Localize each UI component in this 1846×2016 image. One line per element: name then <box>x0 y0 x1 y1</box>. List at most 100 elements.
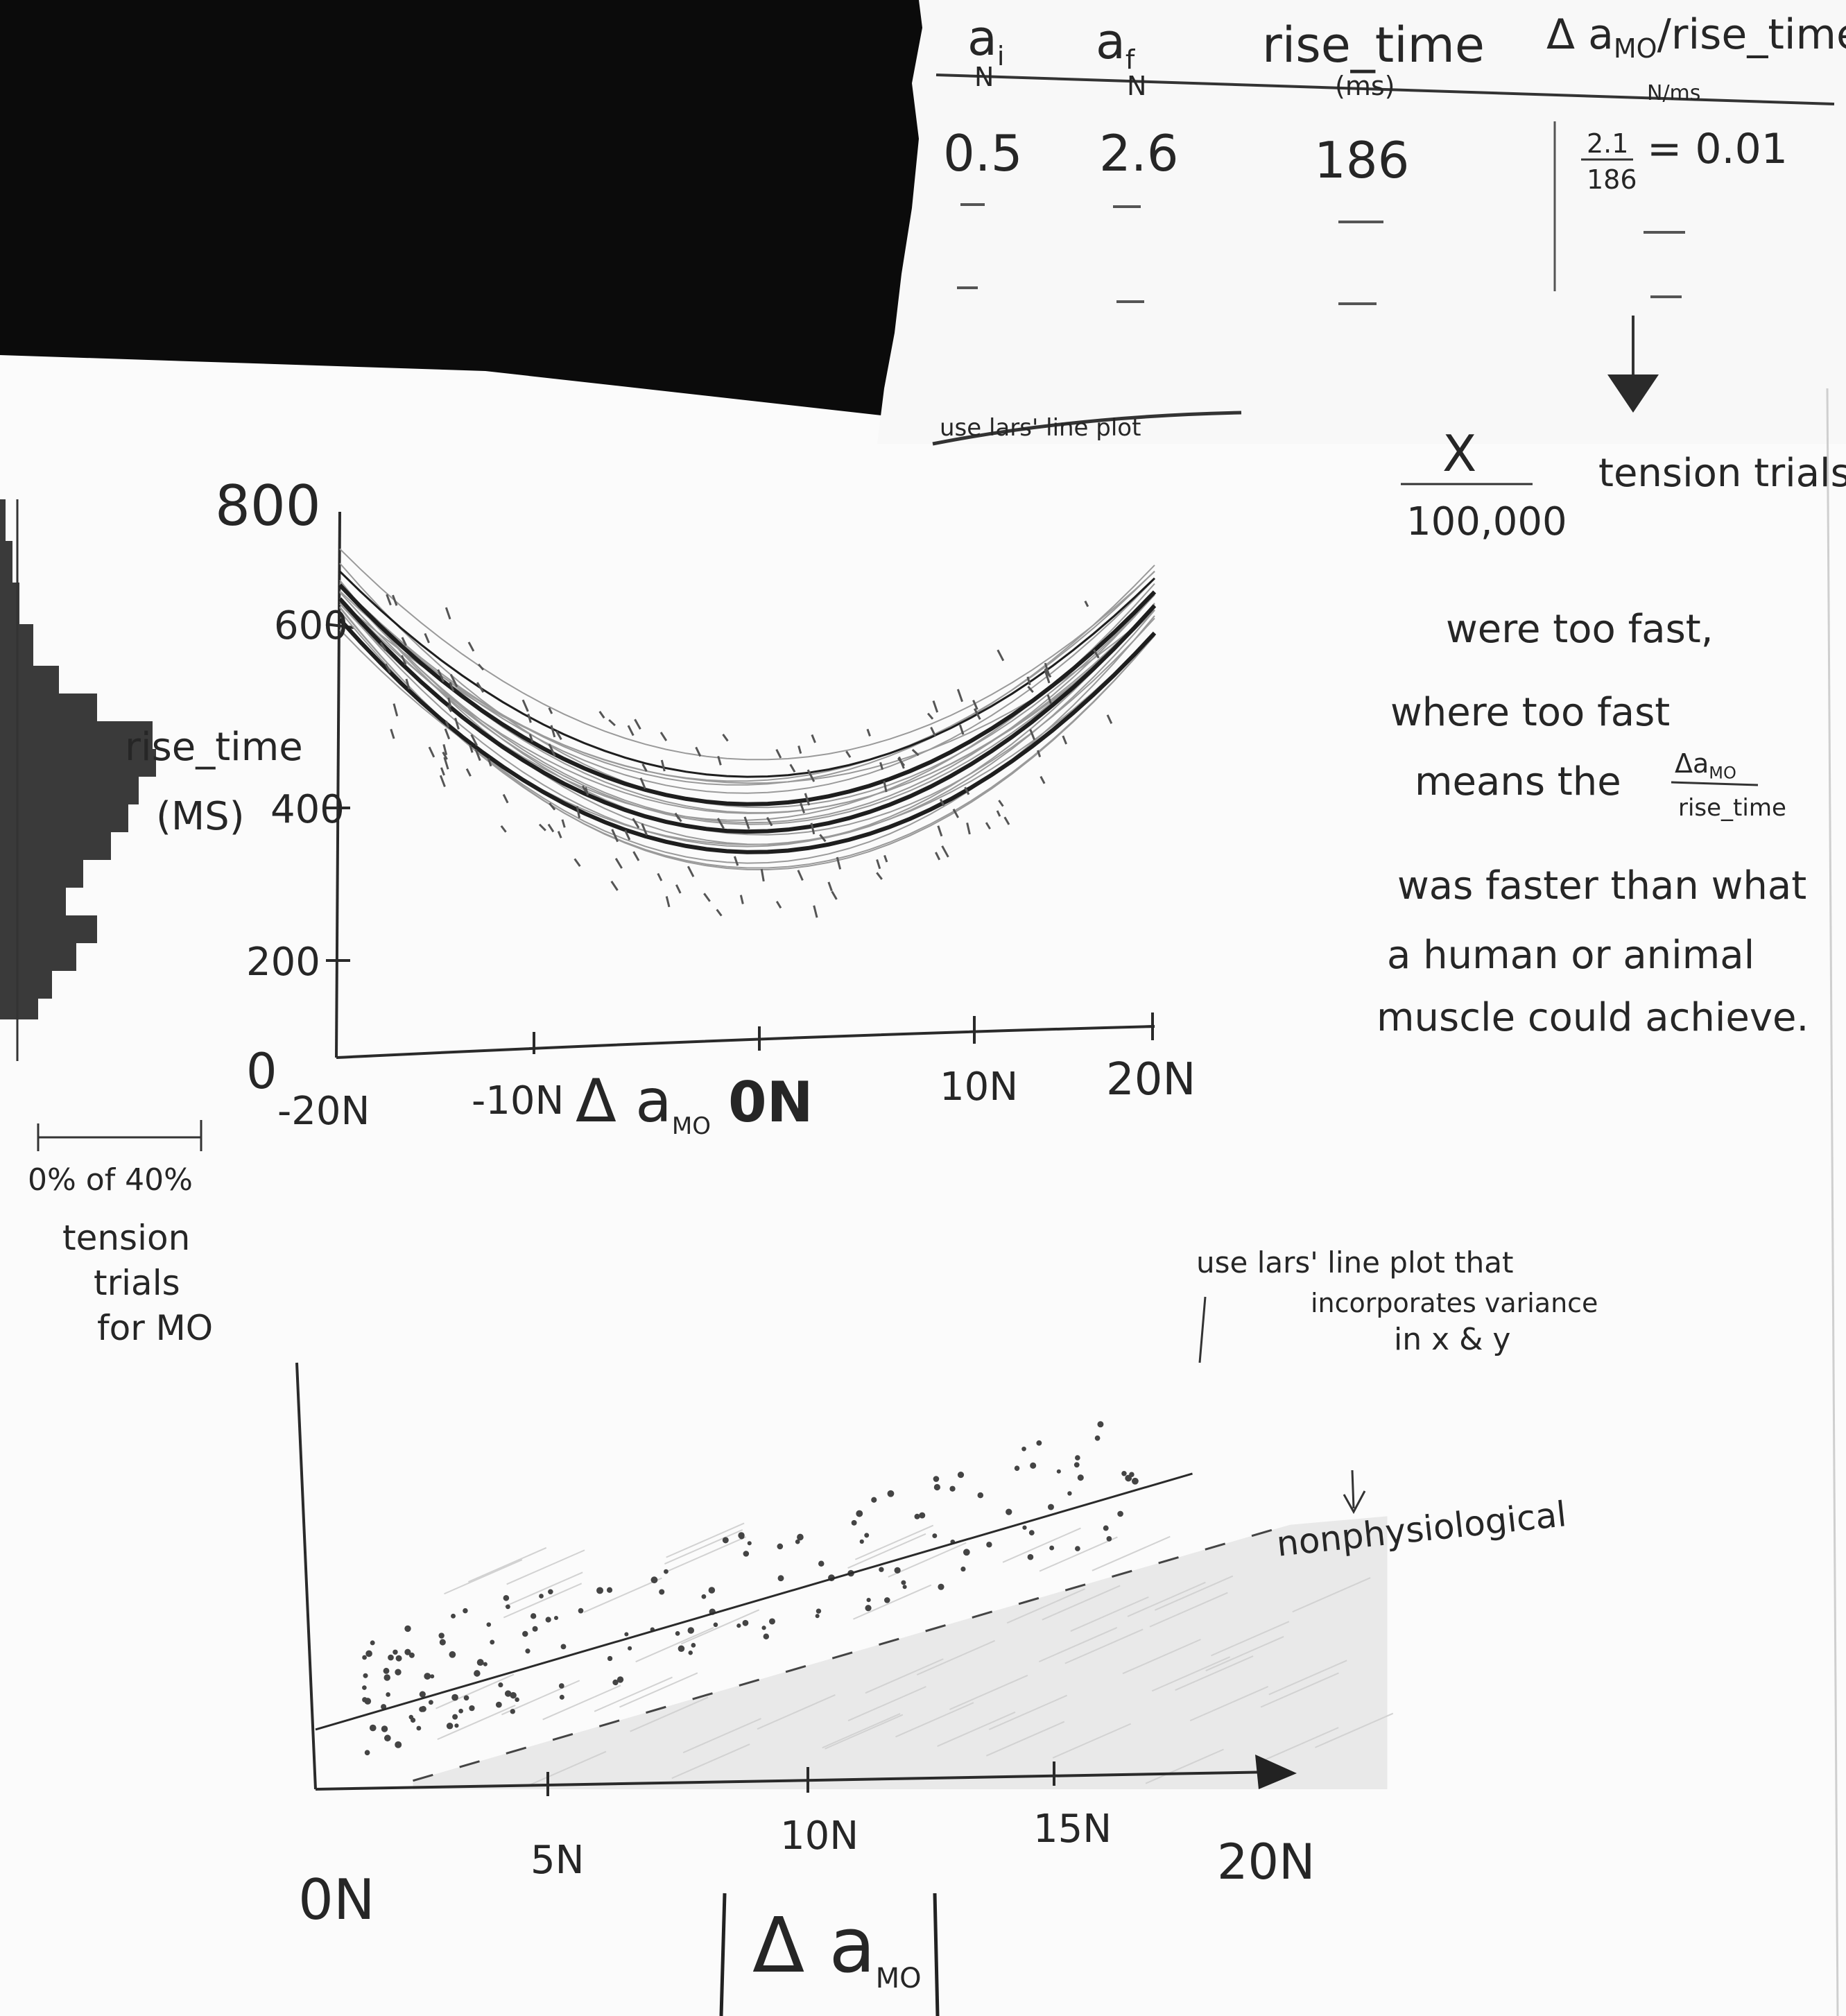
data-point <box>606 1587 613 1593</box>
data-point <box>444 728 451 740</box>
data-point <box>859 1539 864 1544</box>
data-point <box>1103 1525 1109 1531</box>
data-point <box>804 793 811 806</box>
data-point <box>1037 750 1042 758</box>
data-point <box>532 1626 538 1632</box>
data-point <box>632 851 640 861</box>
data-point <box>887 1490 895 1497</box>
data-point <box>383 1734 391 1742</box>
hist-caption-2: trials <box>94 1263 180 1303</box>
data-point <box>687 865 695 877</box>
data-point <box>408 1714 413 1720</box>
chart2-xtick-15: 15N <box>1033 1807 1112 1852</box>
crossed-out-note: use lars' line plot <box>940 414 1141 442</box>
data-point <box>952 809 960 818</box>
data-point <box>449 1651 456 1658</box>
data-point <box>933 1476 940 1482</box>
data-point <box>708 1587 716 1594</box>
data-point <box>876 872 883 880</box>
shade-hatch <box>853 1584 932 1620</box>
data-point <box>483 1662 488 1666</box>
data-point <box>956 689 964 703</box>
shade-hatch <box>664 1528 743 1565</box>
data-point <box>977 1492 984 1499</box>
data-point <box>442 751 448 760</box>
data-point <box>521 699 529 712</box>
shade-hatch <box>847 1533 926 1569</box>
data-point <box>836 856 842 870</box>
shade-hatch <box>503 1583 583 1619</box>
data-point <box>515 1697 519 1703</box>
data-point <box>362 1697 368 1703</box>
data-point <box>487 758 492 767</box>
data-point <box>381 1725 388 1732</box>
data-point <box>1021 1446 1026 1451</box>
data-point <box>445 607 451 620</box>
data-point <box>545 1617 551 1623</box>
table-header-ai: ai <box>967 10 1005 71</box>
data-point <box>502 793 509 804</box>
chart1-xtick-20: 20N <box>1106 1054 1196 1105</box>
shade-hatch <box>501 1680 580 1716</box>
data-point <box>437 669 445 682</box>
table-header-rate: Δ aMO/rise_time <box>1546 10 1846 64</box>
shade-hatch <box>1314 1712 1394 1748</box>
data-point <box>476 682 485 693</box>
data-point <box>722 734 729 742</box>
data-point <box>573 858 581 868</box>
data-point <box>722 1537 729 1544</box>
shade-hatch <box>949 1674 1028 1710</box>
table-unit-ai: N <box>974 62 994 92</box>
data-point <box>624 829 631 841</box>
data-point <box>486 1622 492 1627</box>
data-point <box>894 1567 901 1574</box>
data-point <box>395 1655 402 1662</box>
data-point <box>1049 1545 1055 1551</box>
side-note-numerator: X <box>1442 424 1477 483</box>
data-point <box>932 700 939 713</box>
data-point <box>548 1589 553 1595</box>
table-unit-af: N <box>1127 71 1147 101</box>
data-point <box>966 822 971 835</box>
data-point <box>446 1722 454 1730</box>
data-point <box>845 750 852 758</box>
data-point <box>883 780 888 793</box>
chart1-xtick-neg20: -20N <box>277 1089 370 1134</box>
chart1-xtick-0: 0N <box>728 1070 813 1135</box>
data-point <box>1106 714 1113 724</box>
data-point <box>800 802 806 813</box>
data-point <box>538 823 546 832</box>
sketch-curve <box>339 601 1155 847</box>
shade-hatch <box>1039 1536 1118 1572</box>
data-point <box>386 594 392 606</box>
data-point <box>548 743 556 757</box>
data-point <box>610 880 619 891</box>
side-note-line4: was faster than what <box>1397 863 1807 908</box>
data-point <box>559 1694 564 1700</box>
data-point <box>392 594 398 606</box>
shade-hatch <box>1064 1628 1144 1664</box>
data-point <box>831 890 838 900</box>
shade-hatch <box>1155 1575 1234 1611</box>
fit-curve <box>338 597 1157 834</box>
data-point <box>560 1644 567 1650</box>
chart1-xtick-10: 10N <box>940 1065 1019 1110</box>
chart2-points <box>362 1421 1139 1756</box>
data-point <box>930 727 936 736</box>
data-point <box>469 745 474 753</box>
shade-hatch <box>895 1702 974 1738</box>
chart2-xtick-0: 0N <box>298 1868 375 1932</box>
data-point <box>1062 735 1068 745</box>
shade-hatch <box>666 1522 745 1558</box>
data-point <box>454 717 460 730</box>
data-point <box>703 893 711 902</box>
data-point <box>428 1700 433 1705</box>
chart2-xtick-20: 20N <box>1217 1834 1316 1890</box>
data-point <box>675 1631 680 1636</box>
data-point <box>1077 1474 1084 1481</box>
data-point <box>810 822 816 835</box>
data-point <box>1093 649 1100 659</box>
data-point <box>578 1608 584 1614</box>
data-point <box>960 1566 966 1572</box>
shaded-region <box>413 1516 1388 1789</box>
